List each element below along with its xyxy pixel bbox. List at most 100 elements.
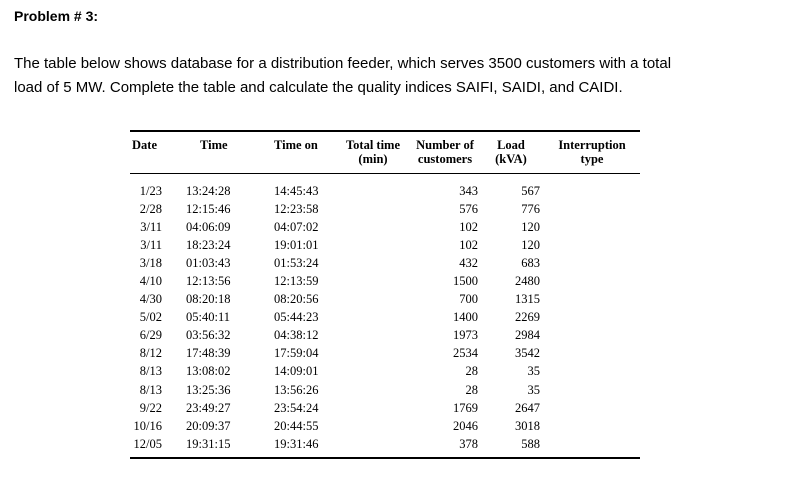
cell-interruption-type bbox=[544, 381, 640, 399]
cell-interruption-type bbox=[544, 272, 640, 290]
cell-time: 18:23:24 bbox=[186, 237, 231, 252]
cell-load: 3542 bbox=[515, 346, 540, 361]
cell-time-on: 13:56:26 bbox=[274, 382, 319, 397]
cell-interruption-type bbox=[544, 254, 640, 272]
cell-time: 03:56:32 bbox=[186, 328, 231, 343]
cell-number-of-customers: 28 bbox=[465, 382, 479, 397]
cell-time-on: 17:59:04 bbox=[274, 346, 319, 361]
cell-date: 3/11 bbox=[140, 237, 162, 252]
cell-time-on: 19:01:01 bbox=[274, 237, 319, 252]
cell-total-time bbox=[336, 236, 410, 254]
header-number-of-customers: Number of customers bbox=[410, 131, 480, 174]
table-row: 5/02 05:40:11 05:44:23 1400 2269 bbox=[130, 309, 640, 327]
cell-load: 35 bbox=[527, 382, 541, 397]
cell-load: 567 bbox=[521, 183, 540, 198]
cell-load: 683 bbox=[521, 255, 540, 270]
cell-interruption-type bbox=[544, 435, 640, 458]
cell-load: 776 bbox=[521, 201, 540, 216]
cell-total-time bbox=[336, 254, 410, 272]
cell-number-of-customers: 2046 bbox=[453, 418, 478, 433]
cell-total-time bbox=[336, 174, 410, 201]
cell-time-on: 01:53:24 bbox=[274, 255, 319, 270]
cell-time: 08:20:18 bbox=[186, 292, 231, 307]
cell-load: 2269 bbox=[515, 310, 540, 325]
cell-total-time bbox=[336, 435, 410, 458]
cell-number-of-customers: 1400 bbox=[453, 310, 478, 325]
cell-time: 12:15:46 bbox=[186, 201, 231, 216]
cell-load: 588 bbox=[521, 436, 540, 451]
cell-load: 35 bbox=[527, 364, 541, 379]
cell-load: 2984 bbox=[515, 328, 540, 343]
cell-number-of-customers: 2534 bbox=[453, 346, 478, 361]
cell-number-of-customers: 432 bbox=[459, 255, 478, 270]
cell-load: 120 bbox=[521, 237, 540, 252]
cell-total-time bbox=[336, 218, 410, 236]
table-row: 1/23 13:24:28 14:45:43 343 567 bbox=[130, 174, 640, 201]
cell-time: 12:13:56 bbox=[186, 274, 231, 289]
cell-number-of-customers: 576 bbox=[459, 201, 478, 216]
table-row: 4/30 08:20:18 08:20:56 700 1315 bbox=[130, 291, 640, 309]
cell-interruption-type bbox=[544, 327, 640, 345]
table-row: 9/22 23:49:27 23:54:24 1769 2647 bbox=[130, 399, 640, 417]
cell-time-on: 19:31:46 bbox=[274, 436, 319, 451]
cell-date: 2/28 bbox=[139, 201, 162, 216]
table-row: 8/12 17:48:39 17:59:04 2534 3542 bbox=[130, 345, 640, 363]
cell-date: 10/16 bbox=[133, 418, 162, 433]
cell-number-of-customers: 1769 bbox=[453, 400, 478, 415]
cell-load: 1315 bbox=[515, 292, 540, 307]
cell-time: 13:08:02 bbox=[186, 364, 231, 379]
cell-total-time bbox=[336, 381, 410, 399]
table-row: 3/18 01:03:43 01:53:24 432 683 bbox=[130, 254, 640, 272]
table-row: 10/16 20:09:37 20:44:55 2046 3018 bbox=[130, 417, 640, 435]
cell-load: 2480 bbox=[515, 274, 540, 289]
table-row: 3/11 18:23:24 19:01:01 102 120 bbox=[130, 236, 640, 254]
cell-date: 8/12 bbox=[139, 346, 162, 361]
cell-date: 4/30 bbox=[139, 292, 162, 307]
cell-time-on: 14:45:43 bbox=[274, 183, 319, 198]
header-total-time: Total time (min) bbox=[336, 131, 410, 174]
cell-interruption-type bbox=[544, 417, 640, 435]
cell-time: 04:06:09 bbox=[186, 219, 231, 234]
cell-interruption-type bbox=[544, 309, 640, 327]
cell-load: 2647 bbox=[515, 400, 540, 415]
cell-interruption-type bbox=[544, 363, 640, 381]
cell-time-on: 14:09:01 bbox=[274, 364, 319, 379]
header-time: Time bbox=[164, 131, 258, 174]
cell-total-time bbox=[336, 345, 410, 363]
table-row: 8/13 13:08:02 14:09:01 28 35 bbox=[130, 363, 640, 381]
cell-total-time bbox=[336, 200, 410, 218]
cell-time-on: 20:44:55 bbox=[274, 418, 319, 433]
cell-time: 13:25:36 bbox=[186, 382, 231, 397]
cell-time: 05:40:11 bbox=[186, 310, 230, 325]
cell-interruption-type bbox=[544, 236, 640, 254]
table-row: 2/28 12:15:46 12:23:58 576 776 bbox=[130, 200, 640, 218]
cell-date: 1/23 bbox=[139, 183, 162, 198]
header-date: Date bbox=[130, 131, 164, 174]
feeder-interruption-table: Date Time Time on Total time (min) Number… bbox=[130, 130, 640, 459]
cell-interruption-type bbox=[544, 218, 640, 236]
problem-title: Problem # 3: bbox=[14, 8, 99, 24]
header-interruption-type: Interruption type bbox=[544, 131, 640, 174]
cell-time-on: 05:44:23 bbox=[274, 310, 319, 325]
cell-date: 9/22 bbox=[139, 400, 162, 415]
cell-date: 8/13 bbox=[139, 364, 162, 379]
table-row: 3/11 04:06:09 04:07:02 102 120 bbox=[130, 218, 640, 236]
cell-number-of-customers: 378 bbox=[459, 436, 478, 451]
header-time-on: Time on bbox=[258, 131, 336, 174]
cell-number-of-customers: 1973 bbox=[453, 328, 478, 343]
cell-date: 3/11 bbox=[140, 219, 162, 234]
cell-total-time bbox=[336, 309, 410, 327]
cell-total-time bbox=[336, 291, 410, 309]
table-body: 1/23 13:24:28 14:45:43 343 567 2/28 12:15:46 12… bbox=[130, 174, 640, 459]
cell-number-of-customers: 102 bbox=[459, 219, 478, 234]
cell-total-time bbox=[336, 363, 410, 381]
cell-interruption-type bbox=[544, 291, 640, 309]
cell-date: 8/13 bbox=[139, 382, 162, 397]
table-row: 4/10 12:13:56 12:13:59 1500 2480 bbox=[130, 272, 640, 290]
cell-date: 3/18 bbox=[139, 255, 162, 270]
cell-time: 23:49:27 bbox=[186, 400, 231, 415]
cell-time: 20:09:37 bbox=[186, 418, 231, 433]
cell-time: 17:48:39 bbox=[186, 346, 231, 361]
problem-statement: The table below shows database for a dis… bbox=[14, 52, 784, 100]
table-row: 8/13 13:25:36 13:56:26 28 35 bbox=[130, 381, 640, 399]
